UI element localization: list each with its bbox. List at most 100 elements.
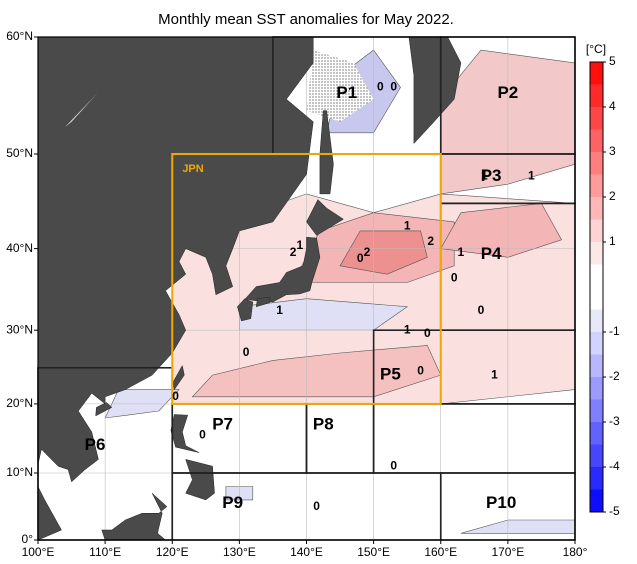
colorbar-label: 3 xyxy=(609,144,616,158)
colorbar-cell xyxy=(590,399,603,422)
region-label: P4 xyxy=(481,244,502,263)
region-label: P8 xyxy=(313,414,334,433)
lon-tick-label: 170°E xyxy=(491,545,524,559)
land xyxy=(408,37,462,145)
lat-tick-label: 40°N xyxy=(6,241,33,255)
contour-label: 1 xyxy=(404,322,411,336)
colorbar-unit: [°C] xyxy=(586,42,606,56)
lon-tick-label: 110°E xyxy=(89,545,121,559)
contour-label: 0 xyxy=(199,428,206,442)
contour-label: 0 xyxy=(243,345,250,359)
land xyxy=(101,493,168,540)
lon-tick-label: 160°E xyxy=(424,545,457,559)
land xyxy=(95,402,113,417)
colorbar-cell xyxy=(590,444,603,467)
colorbar-label: 1 xyxy=(609,234,616,248)
map-frame xyxy=(37,36,576,541)
colorbar-cell xyxy=(590,489,603,512)
title: Monthly mean SST anomalies for May 2022. xyxy=(158,11,454,28)
region-label: JPN xyxy=(182,163,203,175)
colorbar-cell xyxy=(590,309,603,332)
contour-label: 0 xyxy=(478,303,485,317)
colorbar-label: -3 xyxy=(609,414,620,428)
contour-label: 1 xyxy=(481,168,488,182)
anomaly-shade xyxy=(440,203,563,258)
lon-tick-label: 150°E xyxy=(357,545,390,559)
anomaly-shade xyxy=(339,230,428,275)
land xyxy=(172,364,185,391)
colorbar-cell xyxy=(590,219,603,242)
land xyxy=(237,298,254,322)
contour-label: 0 xyxy=(390,458,397,472)
land xyxy=(255,296,271,308)
colorbar-label: -1 xyxy=(609,324,620,338)
contour-label: 0 xyxy=(313,499,320,513)
colorbar-cell xyxy=(590,467,603,490)
contour-label: 1 xyxy=(458,245,465,259)
colorbar-cell xyxy=(590,62,603,85)
region-label: P2 xyxy=(497,83,518,102)
region-label: P3 xyxy=(481,166,502,185)
contour-label: 1 xyxy=(276,303,283,317)
lon-tick-label: 120°E xyxy=(156,545,189,559)
lat-tick-label: 30°N xyxy=(6,322,33,336)
lon-tick-label: 130°E xyxy=(223,545,256,559)
colorbar-cell xyxy=(590,422,603,445)
lon-tick-label: 140°E xyxy=(290,545,323,559)
colorbar-cell xyxy=(590,107,603,130)
land xyxy=(38,37,314,540)
land xyxy=(185,459,215,501)
contour-label: 0 xyxy=(417,364,424,378)
colorbar-cell xyxy=(590,197,603,220)
contour-label: 0 xyxy=(357,251,364,265)
colorbar-cell xyxy=(590,354,603,377)
lat-tick-label: 0° xyxy=(22,532,34,546)
contour-label: 1 xyxy=(491,367,498,381)
colorbar-cell xyxy=(590,84,603,107)
colorbar-cell xyxy=(590,129,603,152)
lat-tick-label: 10°N xyxy=(6,465,33,479)
contour-label: 2 xyxy=(364,245,371,259)
lat-tick-label: 50°N xyxy=(6,146,33,160)
region-box xyxy=(171,152,442,405)
contour-label: 1 xyxy=(296,238,303,252)
colorbar-cell xyxy=(590,174,603,197)
colorbar-label: 4 xyxy=(609,99,616,113)
colorbar-cell xyxy=(590,264,603,287)
lon-tick-label: 180° xyxy=(563,545,588,559)
colorbar-label: -2 xyxy=(609,369,620,383)
contour-label: 0 xyxy=(451,271,458,285)
contour-label: 0 xyxy=(172,389,179,403)
colorbar-cell xyxy=(590,287,603,310)
colorbar-label: 2 xyxy=(609,189,616,203)
region-label: P10 xyxy=(486,493,516,512)
colorbar-cell xyxy=(590,377,603,400)
lat-tick-label: 60°N xyxy=(6,29,33,43)
sea-ice xyxy=(306,50,374,122)
contour-label: 0 xyxy=(390,80,397,94)
contour-label: 1 xyxy=(404,219,411,233)
colorbar-label: 5 xyxy=(609,54,616,68)
colorbar-label: -5 xyxy=(609,504,620,518)
overlay: 100°E 110°E 120°E 130°E 140°E 150°E 160°E 170°E… xyxy=(6,29,587,559)
map-area xyxy=(38,37,575,540)
region-label: P7 xyxy=(212,414,233,433)
colorbar-cell xyxy=(590,332,603,355)
lon-tick-label: 100°E xyxy=(22,545,55,559)
lat-tick-label: 20°N xyxy=(6,396,33,410)
region-label: P9 xyxy=(222,493,243,512)
colorbar-cell xyxy=(590,242,603,265)
colorbar-cell xyxy=(590,152,603,175)
contour-label: 2 xyxy=(290,245,297,259)
contour-label: 2 xyxy=(427,234,434,248)
land xyxy=(306,199,344,236)
region-label: P1 xyxy=(336,83,357,102)
region-label: P6 xyxy=(85,435,106,454)
anomaly-shade xyxy=(191,345,442,398)
colorbar-label: -4 xyxy=(609,459,620,473)
contour-label: 1 xyxy=(528,168,535,182)
anomaly-shade xyxy=(460,519,575,534)
colorbar-frame xyxy=(589,61,604,513)
contour-label: 0 xyxy=(377,80,384,94)
